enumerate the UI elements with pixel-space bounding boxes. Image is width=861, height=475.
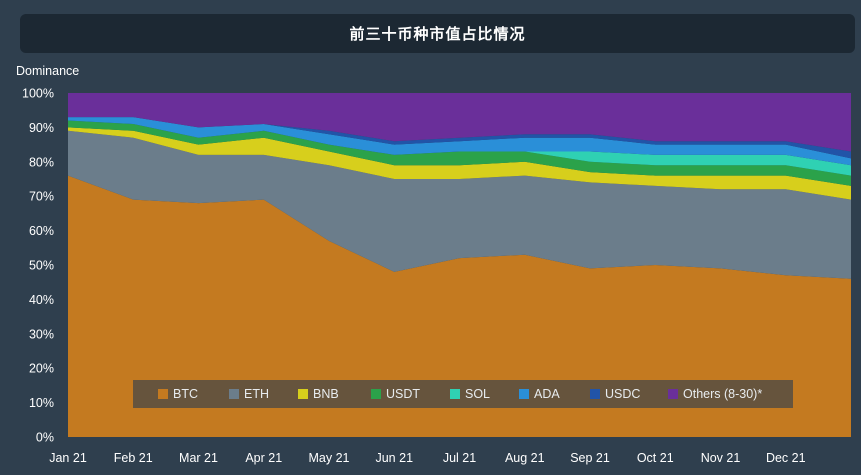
x-tick-label: May 21: [309, 451, 350, 465]
y-tick-label: 80%: [29, 155, 54, 169]
area-ada: [68, 117, 851, 166]
legend-label-others-8-30: Others (8-30)*: [683, 387, 762, 401]
area-bnb: [68, 127, 851, 200]
y-tick-label: 50%: [29, 259, 54, 273]
legend-swatch-bnb: [298, 389, 308, 399]
y-tick-label: 60%: [29, 224, 54, 238]
x-tick-label: Mar 21: [179, 451, 218, 465]
legend-label-bnb: BNB: [313, 387, 339, 401]
x-tick-label: Dec 21: [766, 451, 806, 465]
legend-swatch-ada: [519, 389, 529, 399]
y-tick-label: 100%: [22, 87, 54, 101]
x-tick-label: Nov 21: [701, 451, 741, 465]
legend-label-eth: ETH: [244, 387, 269, 401]
x-tick-label: Sep 21: [570, 451, 610, 465]
y-axis-ticks: 0% 10% 20% 30% 40% 50% 60% 70% 80% 90% 100%: [22, 87, 54, 445]
area-others-8-30: [68, 93, 851, 152]
area-btc: [68, 175, 851, 437]
legend-swatch-sol: [450, 389, 460, 399]
area-layers: [68, 93, 851, 437]
legend-swatch-usdt: [371, 389, 381, 399]
x-tick-label: Jul 21: [443, 451, 476, 465]
legend-background: [133, 380, 793, 408]
x-tick-label: Feb 21: [114, 451, 153, 465]
x-axis-ticks: Jan 21 Feb 21 Mar 21 Apr 21 May 21 Jun 21 Jul …: [49, 451, 805, 465]
legend-swatch-btc: [158, 389, 168, 399]
area-usdc: [68, 117, 851, 159]
legend-label-usdc: USDC: [605, 387, 640, 401]
y-tick-label: 10%: [29, 396, 54, 410]
legend: BTC ETH BNB USDT SOL ADA USDC Others (8-30)*: [133, 380, 793, 408]
x-tick-label: Oct 21: [637, 451, 674, 465]
area-sol: [68, 120, 851, 176]
legend-label-ada: ADA: [534, 387, 560, 401]
legend-swatch-others-8-30: [668, 389, 678, 399]
legend-swatch-eth: [229, 389, 239, 399]
y-axis-label: Dominance: [16, 64, 80, 78]
chart-title-bar: 前三十币种市值占比情况: [20, 14, 855, 53]
chart-title: 前三十币种市值占比情况: [349, 26, 526, 43]
area-eth: [68, 130, 851, 279]
y-tick-label: 0%: [36, 431, 54, 445]
legend-label-sol: SOL: [465, 387, 490, 401]
legend-label-btc: BTC: [173, 387, 198, 401]
y-tick-label: 40%: [29, 293, 54, 307]
y-tick-label: 90%: [29, 121, 54, 135]
legend-label-usdt: USDT: [386, 387, 420, 401]
area-usdt: [68, 120, 851, 186]
x-tick-label: Jun 21: [375, 451, 413, 465]
x-tick-label: Aug 21: [505, 451, 545, 465]
y-tick-label: 70%: [29, 190, 54, 204]
y-tick-label: 30%: [29, 327, 54, 341]
x-tick-label: Jan 21: [49, 451, 87, 465]
x-tick-label: Apr 21: [245, 451, 282, 465]
y-tick-label: 20%: [29, 362, 54, 376]
legend-swatch-usdc: [590, 389, 600, 399]
